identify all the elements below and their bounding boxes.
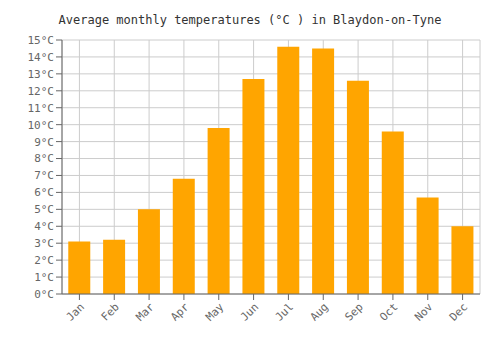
svg-text:9°C: 9°C: [34, 136, 54, 149]
svg-text:14°C: 14°C: [28, 51, 55, 64]
svg-text:Oct: Oct: [377, 300, 400, 323]
svg-text:Jun: Jun: [238, 300, 261, 323]
svg-text:7°C: 7°C: [34, 169, 54, 182]
svg-text:11°C: 11°C: [28, 102, 55, 115]
svg-text:6°C: 6°C: [34, 186, 54, 199]
svg-text:Dec: Dec: [447, 300, 470, 323]
svg-text:Feb: Feb: [99, 300, 122, 323]
html-text:Average monthly temperatures (: Average monthly temperatures (°C ) in Bl…: [58, 13, 442, 27]
svg-text:3°C: 3°C: [34, 237, 54, 250]
svg-text:Jan: Jan: [64, 300, 87, 323]
svg-text:5°C: 5°C: [34, 203, 54, 216]
svg-text:12°C: 12°C: [28, 85, 55, 98]
svg-text:Mar: Mar: [133, 300, 157, 324]
svg-text:Nov: Nov: [412, 300, 436, 324]
svg-text:4°C: 4°C: [34, 220, 54, 233]
svg-text:0°C: 0°C: [34, 288, 54, 301]
svg-text:10°C: 10°C: [28, 119, 55, 132]
svg-text:15°C: 15°C: [28, 34, 55, 47]
svg-text:Sep: Sep: [342, 300, 365, 323]
svg-text:2°C: 2°C: [34, 254, 54, 267]
svg-text:13°C: 13°C: [28, 68, 55, 81]
svg-text:8°C: 8°C: [34, 152, 54, 165]
svg-text:Aug: Aug: [308, 300, 331, 323]
svg-text:Jul: Jul: [273, 300, 296, 323]
svg-text:May: May: [203, 300, 227, 324]
svg-text:Apr: Apr: [168, 300, 192, 324]
svg-text:1°C: 1°C: [34, 271, 54, 284]
